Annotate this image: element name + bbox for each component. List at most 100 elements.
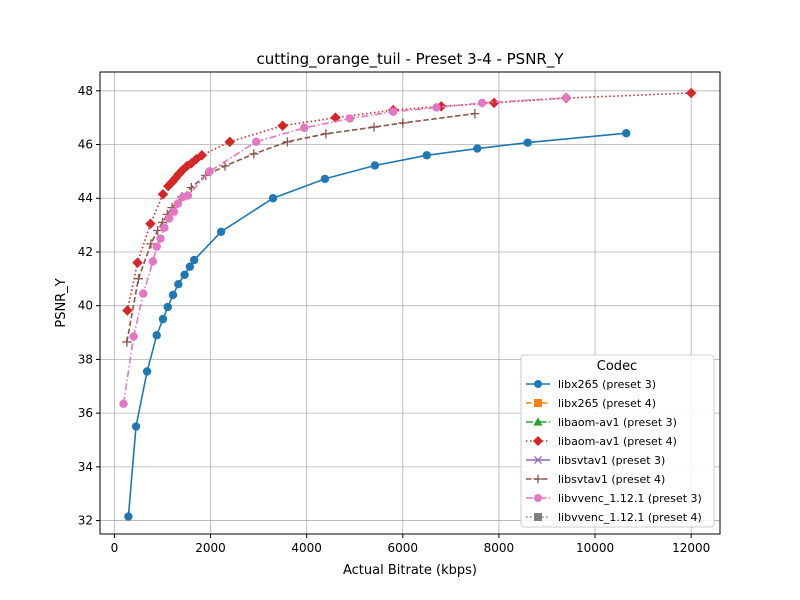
data-point	[470, 109, 480, 119]
data-point	[124, 512, 133, 521]
plot-frame	[99, 71, 721, 535]
legend: Codec libx265 (preset 3) libx265 (preset …	[520, 354, 715, 528]
y-tick-label: 48	[78, 84, 93, 98]
legend-item: libaom-av1 (preset 3)	[526, 416, 677, 429]
legend-item: libsvtav1 (preset 4)	[526, 473, 665, 486]
y-tick-label: 46	[78, 138, 93, 152]
legend-marker	[534, 494, 542, 502]
data-point	[345, 114, 355, 123]
x-tick-label: 2000	[195, 541, 226, 555]
legend-label: libvvenc_1.12.1 (preset 3)	[558, 492, 702, 505]
data-point	[488, 97, 500, 109]
data-point	[422, 151, 432, 160]
legend-label: libvvenc_1.12.1 (preset 4)	[558, 511, 702, 524]
data-point	[370, 161, 380, 170]
legend-marker	[533, 417, 543, 426]
legend-item: libx265 (preset 4)	[526, 397, 656, 410]
legend-item: libaom-av1 (preset 4)	[526, 435, 677, 448]
x-tick-label: 8000	[484, 541, 515, 555]
data-point	[282, 137, 293, 147]
data-point	[220, 161, 230, 171]
y-tick-label: 34	[78, 460, 93, 474]
data-point	[160, 223, 169, 232]
data-point	[432, 103, 441, 112]
legend-title: Codec	[597, 359, 637, 374]
series-line	[126, 112, 476, 343]
legend-label: libsvtav1 (preset 4)	[558, 473, 665, 486]
data-point	[132, 257, 143, 268]
data-point	[122, 337, 132, 347]
data-point	[152, 331, 161, 340]
data-point	[142, 367, 152, 376]
data-point	[168, 290, 178, 300]
y-tick-label: 38	[78, 352, 93, 366]
legend-box	[520, 354, 715, 528]
data-point	[148, 257, 158, 266]
y-tick-label: 40	[78, 299, 93, 313]
data-point	[477, 98, 487, 108]
legend-item: libvvenc_1.12.1 (preset 4)	[526, 511, 702, 524]
data-point	[133, 274, 144, 284]
data-point	[216, 227, 226, 237]
grid	[100, 72, 720, 534]
y-axis-label: PSNR_Y	[54, 278, 69, 327]
data-point	[473, 144, 482, 153]
legend-marker	[533, 455, 543, 465]
data-point	[156, 234, 165, 243]
legend-label: libx265 (preset 3)	[558, 378, 656, 391]
data-point	[174, 279, 183, 289]
data-point	[268, 194, 278, 203]
data-point	[119, 399, 128, 408]
legend-label: libx265 (preset 4)	[558, 397, 656, 410]
legend-marker	[533, 436, 543, 446]
data-point	[152, 242, 161, 251]
x-tick-label: 12000	[672, 541, 710, 555]
data-point	[190, 255, 199, 265]
series-0	[124, 129, 631, 521]
data-point	[685, 87, 697, 99]
legend-item: libvvenc_1.12.1 (preset 3)	[526, 492, 702, 505]
series-6	[119, 93, 571, 408]
data-point	[157, 188, 169, 200]
legend-marker	[534, 399, 542, 407]
data-point	[249, 149, 259, 159]
legend-item: libx265 (preset 3)	[526, 378, 656, 391]
data-point	[398, 118, 408, 128]
y-tick-label: 42	[78, 245, 93, 259]
data-point	[183, 191, 193, 200]
data-point	[196, 150, 208, 161]
data-point	[369, 122, 379, 132]
series-line	[126, 92, 692, 311]
data-point	[277, 120, 288, 131]
data-point	[153, 225, 163, 236]
y-tick-label: 36	[78, 406, 93, 420]
data-point	[185, 262, 195, 271]
data-point	[122, 305, 133, 316]
data-point	[622, 129, 631, 138]
data-point	[169, 207, 179, 216]
data-point	[252, 137, 261, 147]
axis-ticks: 0 2000 4000 6000 8000 10000 12000 32 34 36 38 40 42 4…	[78, 84, 711, 555]
data-point	[224, 136, 236, 148]
legend-item: libsvtav1 (preset 3)	[526, 454, 665, 467]
legend-marker	[534, 513, 542, 521]
data-point	[145, 218, 156, 230]
data-point	[131, 422, 141, 431]
y-tick-label: 32	[78, 514, 93, 528]
series-line	[122, 97, 567, 404]
legend-label: libsvtav1 (preset 3)	[558, 454, 665, 467]
x-tick-label: 10000	[576, 541, 614, 555]
chart-title: cutting_orange_tuil - Preset 3-4 - PSNR_…	[256, 50, 564, 69]
legend-marker	[533, 474, 543, 484]
data-point	[180, 270, 189, 279]
data-point	[129, 332, 138, 341]
plot-series	[119, 87, 697, 521]
data-point	[205, 167, 214, 176]
data-point	[321, 129, 331, 139]
x-tick-label: 6000	[388, 541, 419, 555]
legend-label: libaom-av1 (preset 3)	[558, 416, 677, 429]
data-point	[320, 174, 330, 184]
data-point	[562, 93, 571, 102]
data-point	[165, 214, 174, 223]
